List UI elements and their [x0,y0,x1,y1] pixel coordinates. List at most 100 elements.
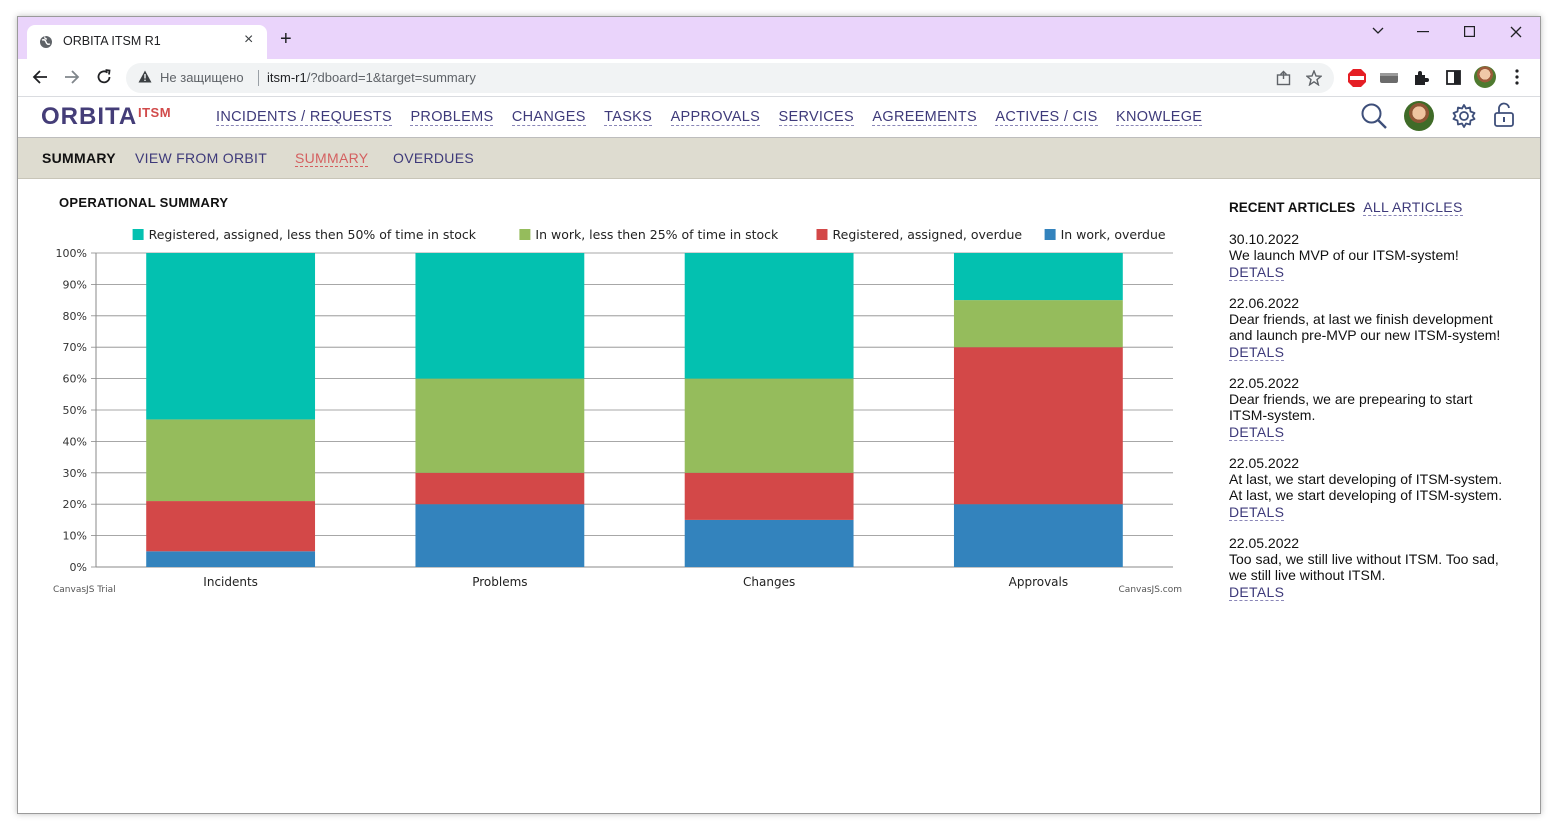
article-date: 22.05.2022 [1229,375,1300,391]
nav-problems[interactable]: PROBLEMS [410,109,494,126]
bar-segment [684,378,854,473]
article-item: 30.10.2022 We launch MVP of our ITSM-sys… [1229,231,1509,281]
article-date: 22.05.2022 [1229,455,1300,471]
bar-segment [953,347,1123,505]
x-tick-label: Changes [743,575,795,589]
article-details-link[interactable]: DETALS [1229,584,1285,601]
close-tab-icon[interactable]: × [244,31,254,48]
article-details-link[interactable]: DETALS [1229,344,1285,361]
nav-knowlege[interactable]: KNOWLEGE [1116,109,1203,126]
app-header: ORBITA ITSM INCIDENTS / REQUESTS PROBLEM… [18,97,1540,138]
legend-swatch [1044,229,1056,240]
share-icon[interactable] [1276,70,1292,86]
bar-segment [415,253,585,379]
subnav-overdues[interactable]: OVERDUES [393,150,474,166]
y-tick-label: 20% [63,498,87,511]
close-window-icon[interactable] [1510,26,1522,38]
y-tick-label: 80% [63,310,87,323]
y-tick-label: 50% [63,404,87,417]
article-details-link[interactable]: DETALS [1229,504,1285,521]
bar-segment [415,472,585,505]
search-icon[interactable] [1360,102,1388,130]
legend-label: Registered, assigned, overdue [833,227,1023,242]
url-text[interactable]: itsm-r1/?dboard=1&target=summary [267,70,476,85]
article-details-link[interactable]: DETALS [1229,264,1285,281]
bar-segment [146,551,316,567]
nav-changes[interactable]: CHANGES [511,109,586,126]
warning-icon[interactable] [138,70,152,83]
article-details-link[interactable]: DETALS [1229,424,1285,441]
article-text: Too sad, we still live without ITSM. Too… [1229,551,1499,583]
new-tab-icon[interactable]: + [280,28,292,50]
bar-segment [146,419,316,502]
watermark-left: CanvasJS Trial [53,585,116,595]
subnav-view-from-orbit[interactable]: VIEW FROM ORBIT [135,150,268,166]
y-tick-label: 10% [63,530,87,543]
nav-actives-cis[interactable]: ACTIVES / CIS [995,109,1098,126]
watermark-right: CanvasJS.com [1119,585,1182,595]
back-icon[interactable] [32,69,48,85]
legend-label: Registered, assigned, less then 50% of t… [149,227,477,242]
globe-icon [40,36,52,48]
bookmark-star-icon[interactable] [1306,70,1322,86]
nav-tasks[interactable]: TASKS [604,109,653,126]
tab-strip: ORBITA ITSM R1 × + [18,17,1540,59]
legend-swatch [132,229,144,240]
gear-icon[interactable] [1451,103,1477,129]
bar-segment [146,253,316,420]
all-articles-link[interactable]: ALL ARTICLES [1363,199,1463,216]
article-date: 22.06.2022 [1229,295,1300,311]
maximize-icon[interactable] [1464,26,1475,37]
article-text: Dear friends, at last we finish developm… [1229,311,1501,343]
article-date: 22.05.2022 [1229,535,1300,551]
user-avatar[interactable] [1404,101,1434,131]
bar-segment [953,300,1123,348]
browser-window: ORBITA ITSM R1 × + Не защищено itsm-r1/?… [17,16,1541,814]
reload-icon[interactable] [96,69,112,85]
browser-tab[interactable]: ORBITA ITSM R1 × [27,25,267,59]
app-logo[interactable]: ORBITA [41,103,138,130]
browser-profile-avatar[interactable] [1474,66,1496,88]
bar-segment [953,253,1123,301]
adblock-icon[interactable] [1347,68,1367,88]
subnav-summary[interactable]: SUMMARY [295,150,369,167]
side-panel-icon[interactable] [1446,70,1461,85]
nav-agreements[interactable]: AGREEMENTS [872,109,977,126]
address-bar[interactable]: Не защищено itsm-r1/?dboard=1&target=sum… [126,63,1334,93]
operational-summary-chart: 0% 10% 20% 30% 40% 50% 60% 70% 80% 90% 100% Inciden… [53,227,1182,595]
article-item: 22.05.2022 Too sad, we still live withou… [1229,535,1509,601]
extensions-puzzle-icon[interactable] [1413,70,1429,86]
nav-incidents-requests[interactable]: INCIDENTS / REQUESTS [216,109,392,126]
security-label[interactable]: Не защищено [160,70,244,85]
extension-wallet-icon[interactable] [1380,71,1398,85]
forward-icon[interactable] [64,69,80,85]
sub-header: SUMMARY VIEW FROM ORBIT SUMMARY OVERDUES [18,138,1540,179]
y-tick-label: 0% [70,561,87,574]
nav-services[interactable]: SERVICES [778,109,854,126]
minimize-icon[interactable] [1417,31,1429,33]
nav-approvals[interactable]: APPROVALS [670,109,761,126]
bar-segment [415,504,585,567]
recent-articles-title: RECENT ARTICLES [1229,200,1356,215]
y-tick-label: 60% [63,373,87,386]
legend-label: In work, overdue [1061,227,1166,242]
unlock-icon[interactable] [1493,102,1515,128]
article-text: At last, we start developing of ITSM-sys… [1229,471,1503,503]
article-item: 22.05.2022 Dear friends, we are prepeari… [1229,375,1509,441]
y-tick-label: 90% [63,278,87,291]
x-tick-label: Approvals [1009,575,1069,589]
article-date: 30.10.2022 [1229,231,1300,247]
address-separator [258,70,259,86]
y-tick-label: 70% [63,341,87,354]
tab-search-chevron-icon[interactable] [1372,27,1384,35]
url-host: itsm-r1 [267,70,307,85]
tab-title: ORBITA ITSM R1 [63,34,161,48]
bar-segment [684,519,854,567]
browser-toolbar: Не защищено itsm-r1/?dboard=1&target=sum… [18,59,1540,97]
y-tick-label: 100% [56,247,87,260]
app-logo-sub: ITSM [138,105,172,120]
x-tick-label: Problems [472,575,527,589]
more-menu-icon[interactable] [1515,69,1519,85]
article-text: Dear friends, we are prepearing to start… [1229,391,1473,423]
y-tick-label: 30% [63,467,87,480]
